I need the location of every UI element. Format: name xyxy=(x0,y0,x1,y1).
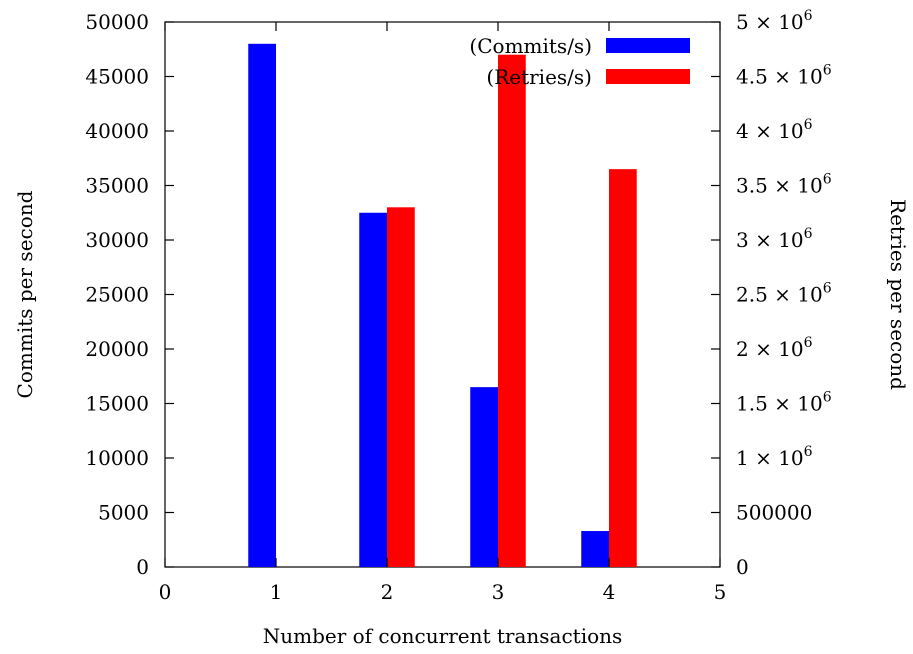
x-tick-label: 5 xyxy=(714,580,727,604)
y2-tick-label: 0 xyxy=(736,555,749,579)
legend-label-1: (Retries/s) xyxy=(486,65,592,89)
y-tick-label: 20000 xyxy=(85,337,149,361)
x-tick-label: 1 xyxy=(270,580,283,604)
y-tick-label: 5000 xyxy=(98,501,149,525)
retries-bar-4 xyxy=(609,169,637,567)
y-tick-label: 30000 xyxy=(85,228,149,252)
y-tick-label: 40000 xyxy=(85,119,149,143)
x-tick-label: 0 xyxy=(159,580,172,604)
y-tick-label: 45000 xyxy=(85,65,149,89)
retries-bar-2 xyxy=(387,207,415,568)
y2-tick-label: 4 × 106 xyxy=(736,117,813,143)
y2-tick-label: 2 × 106 xyxy=(736,335,813,361)
y2-tick-label: 4.5 × 106 xyxy=(736,63,832,89)
commits-bar-2 xyxy=(359,212,387,567)
y-tick-label: 15000 xyxy=(85,392,149,416)
retries-bar-3 xyxy=(498,54,526,567)
y-axis-title: Commits per second xyxy=(13,190,37,398)
x-tick-label: 2 xyxy=(381,580,394,604)
commits-bar-4 xyxy=(581,531,609,567)
legend: (Commits/s) (Retries/s) xyxy=(469,34,690,89)
y-tick-label: 25000 xyxy=(85,283,149,307)
commits-bar-1 xyxy=(248,43,276,568)
y-tick-label: 10000 xyxy=(85,446,149,470)
y2-tick-label: 3.5 × 106 xyxy=(736,172,832,198)
y2-tick-label: 2.5 × 106 xyxy=(736,281,832,307)
x-axis-title: Number of concurrent transactions xyxy=(263,624,623,648)
x-axis-ticks: 0 1 2 3 4 5 xyxy=(159,22,727,604)
x-tick-label: 4 xyxy=(603,580,616,604)
y2-axis-ticks: 0 500000 1 × 106 1.5 × 106 2 × 106 2.5 × 106 3… xyxy=(711,8,832,579)
legend-swatch-0 xyxy=(606,38,690,53)
y2-tick-label: 1.5 × 106 xyxy=(736,390,832,416)
y-tick-label: 0 xyxy=(136,555,149,579)
legend-swatch-1 xyxy=(606,69,690,84)
y2-axis-title: Retries per second xyxy=(886,199,910,390)
x-tick-label: 3 xyxy=(492,580,505,604)
y2-tick-label: 3 × 106 xyxy=(736,226,813,252)
y-tick-label: 35000 xyxy=(85,174,149,198)
y2-tick-label: 5 × 106 xyxy=(736,8,813,34)
y-tick-label: 50000 xyxy=(85,10,149,34)
commits-bar-3 xyxy=(470,387,498,567)
y2-tick-label: 1 × 106 xyxy=(736,444,813,470)
y2-tick-label: 500000 xyxy=(736,501,812,525)
y-axis-ticks: 0 5000 10000 15000 20000 25000 30000 35000 40000… xyxy=(85,10,174,579)
legend-label-0: (Commits/s) xyxy=(469,34,592,58)
bars xyxy=(248,43,637,568)
